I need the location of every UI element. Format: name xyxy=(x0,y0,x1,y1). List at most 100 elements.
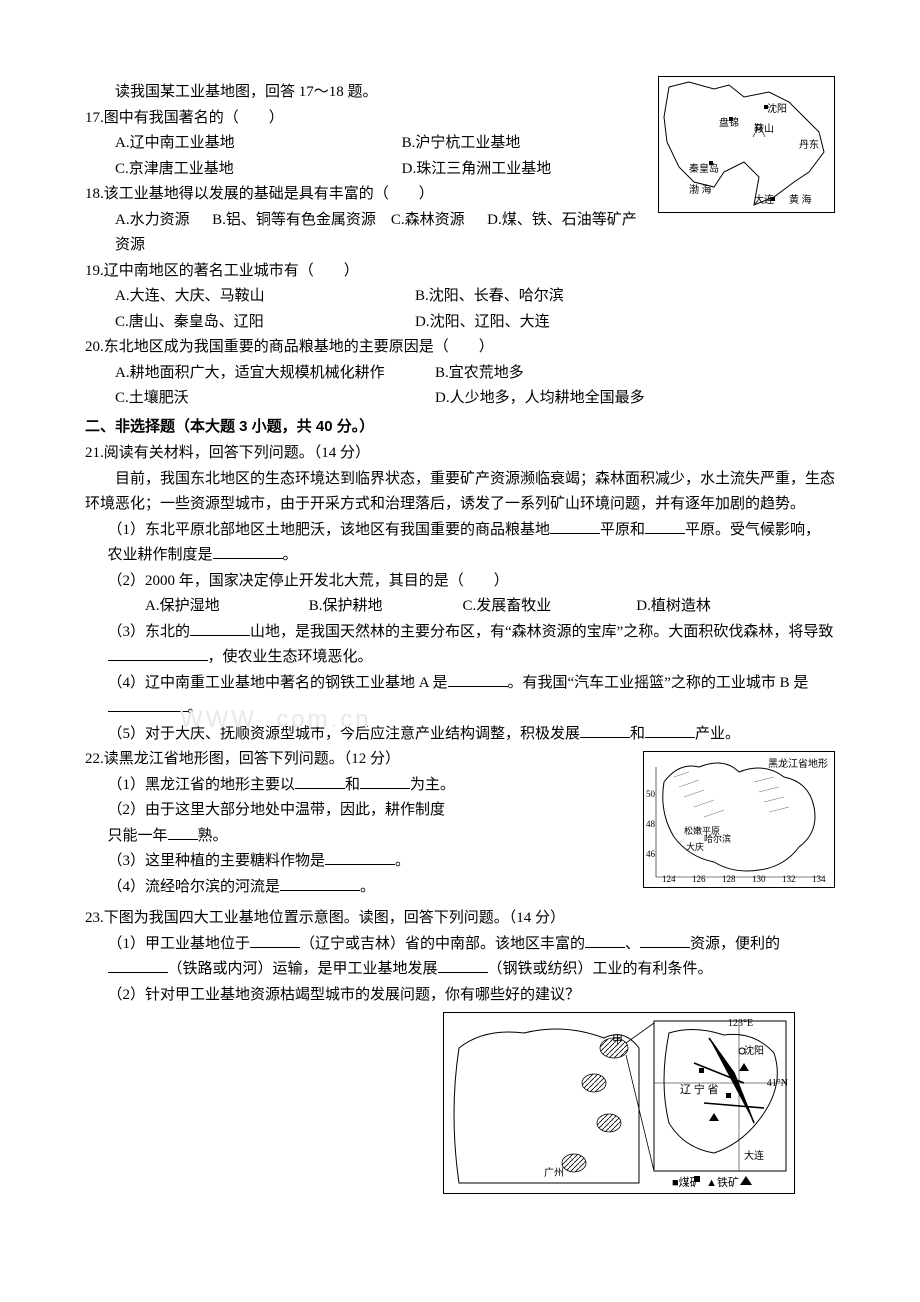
blank[interactable] xyxy=(213,543,283,559)
blank[interactable] xyxy=(295,773,345,789)
q17-b: B.沪宁杭工业基地 xyxy=(402,131,650,157)
q18-a: A.水力资源 xyxy=(115,212,190,228)
q21-3a: （3）东北的 xyxy=(108,624,191,640)
blank[interactable] xyxy=(108,957,168,973)
blank[interactable] xyxy=(438,957,488,973)
blank[interactable] xyxy=(250,932,300,948)
q21-1a: （1）东北平原北部地区土地肥沃，该地区有我国重要的商品粮基地 xyxy=(108,522,551,538)
q19-d: D.沈阳、辽阳、大连 xyxy=(415,310,675,336)
q18-b: B.铝、铜等有色金属资源 xyxy=(212,212,376,228)
map2-songnen: 松嫩平原 xyxy=(684,824,720,839)
q21-4: （4）辽中南重工业基地中著名的钢铁工业基地 A 是。有我国“汽车工业摇篮”之称的… xyxy=(85,671,835,722)
q22-2b: 只能一年 xyxy=(108,828,168,844)
q20-b: B.宜农荒地多 xyxy=(435,361,695,387)
q23-1: （1）甲工业基地位于（辽宁或吉林）省的中南部。该地区丰富的、资源，便利的（铁路或… xyxy=(85,932,835,983)
map1-dandong: 丹东 xyxy=(799,137,819,154)
q21-2a: A.保护湿地 xyxy=(145,594,305,620)
blank[interactable] xyxy=(108,696,188,712)
map1-qinhuangdao: 秦皇岛 xyxy=(689,161,719,178)
blank[interactable] xyxy=(360,773,410,789)
q19-row2: C.唐山、秦皇岛、辽阳 D.沈阳、辽阳、大连 xyxy=(85,310,835,336)
map1-shenyang: 沈阳 xyxy=(767,101,787,118)
q17-d: D.珠江三角洲工业基地 xyxy=(402,157,650,183)
map3-liaoning: 辽 宁 省 xyxy=(680,1081,719,1100)
q22-1a: （1）黑龙江省的地形主要以 xyxy=(108,777,296,793)
map2-y2: 50 xyxy=(646,787,655,802)
q20-c: C.土壤肥沃 xyxy=(115,386,435,412)
q23-2: （2）针对甲工业基地资源枯竭型城市的发展问题，你有哪些好的建议？ xyxy=(85,983,835,1009)
map3-coal: 煤矿 xyxy=(679,1177,701,1189)
q21-3: （3）东北的 山地，是我国天然林的主要分布区，有“森林资源的宝库”之称。大面积砍伐… xyxy=(85,620,835,671)
blank[interactable] xyxy=(585,932,625,948)
blank[interactable] xyxy=(325,849,395,865)
map3-legend: ■煤矿 ▲铁矿 xyxy=(672,1174,739,1193)
blank[interactable] xyxy=(645,518,685,534)
blank[interactable] xyxy=(280,875,360,891)
q21-5b: 和 xyxy=(630,726,645,742)
map2-y1: 48 xyxy=(646,817,655,832)
liaoning-map: 沈阳 盘锦 鞍山 丹东 秦皇岛 渤 海 大连 黄 海 xyxy=(658,76,835,213)
blank[interactable] xyxy=(645,722,695,738)
map2-x0: 124 xyxy=(662,872,676,887)
q18-c: C.森林资源 xyxy=(391,212,465,228)
q19-row1: A.大连、大庆、马鞍山 B.沈阳、长春、哈尔滨 xyxy=(85,284,835,310)
q18-d: D.煤、铁、石油等矿产资源 xyxy=(115,212,637,254)
map3-iron: 铁矿 xyxy=(717,1177,739,1189)
q22-2a: （2）由于这里大部分地处中温带，因此，耕作制度 xyxy=(108,802,446,818)
map3-lat: 41°N xyxy=(767,1075,788,1092)
map2-y0: 46 xyxy=(646,847,655,862)
map1-huanghai: 黄 海 xyxy=(789,192,812,209)
q17-c: C.京津唐工业基地 xyxy=(115,157,402,183)
section2-title: 二、非选择题（本大题 3 小题，共 40 分。） xyxy=(85,414,835,440)
q21-3c: ，使农业生态环境恶化。 xyxy=(208,649,373,665)
q19-c: C.唐山、秦皇岛、辽阳 xyxy=(115,310,415,336)
q20-row2: C.土壤肥沃 D.人少地多，人均耕地全国最多 xyxy=(85,386,835,412)
q23-1b: （辽宁或吉林）省的中南部。该地区丰富的 xyxy=(300,936,585,952)
map3-guangzhou: 广州 xyxy=(544,1165,564,1182)
map2-x1: 126 xyxy=(692,872,706,887)
q19-b: B.沈阳、长春、哈尔滨 xyxy=(415,284,675,310)
q20-d: D.人少地多，人均耕地全国最多 xyxy=(435,386,695,412)
map3-jia: 甲 xyxy=(612,1031,623,1050)
q21-2-opts: A.保护湿地 B.保护耕地 C.发展畜牧业 D.植树造林 xyxy=(85,594,835,620)
blank[interactable] xyxy=(550,518,600,534)
map1-anshan: 鞍山 xyxy=(754,121,774,138)
blank[interactable] xyxy=(448,671,508,687)
q21-1d: 。 xyxy=(283,547,298,563)
blank[interactable] xyxy=(108,645,208,661)
q21-passage: 目前，我国东北地区的生态环境达到临界状态，重要矿产资源濒临衰竭；森林面积减少，水… xyxy=(85,467,835,518)
blank[interactable] xyxy=(580,722,630,738)
map1-dalian: 大连 xyxy=(754,192,774,209)
map3-shenyang: 沈阳 xyxy=(744,1043,764,1060)
q21-1: （1）东北平原北部地区土地肥沃，该地区有我国重要的商品粮基地平原和平原。受气候影… xyxy=(85,518,835,569)
q20-a: A.耕地面积广大，适宜大规模机械化耕作 xyxy=(115,361,435,387)
q19-a: A.大连、大庆、马鞍山 xyxy=(115,284,415,310)
blank[interactable] xyxy=(168,824,198,840)
map2-title: 黑龙江省地形 xyxy=(768,756,828,773)
q21-2c: C.发展畜牧业 xyxy=(463,594,633,620)
q23-1c: 、 xyxy=(625,936,640,952)
q23-stem: 23.下图为我国四大工业基地位置示意图。读图，回答下列问题。（14 分） xyxy=(85,906,835,932)
q22-3b: 。 xyxy=(395,853,410,869)
map2-x2: 128 xyxy=(722,872,736,887)
q22-3a: （3）这里种植的主要糖料作物是 xyxy=(108,853,326,869)
map3-dalian: 大连 xyxy=(744,1148,764,1165)
map3-lon: 123°E xyxy=(728,1015,753,1032)
q22-1c: 为主。 xyxy=(410,777,455,793)
map2-x4: 132 xyxy=(782,872,796,887)
q21-2d: D.植树造林 xyxy=(636,594,711,620)
q23-1a: （1）甲工业基地位于 xyxy=(108,936,251,952)
q22-4a: （4）流经哈尔滨的河流是 xyxy=(108,879,281,895)
q21-5: （5）对于大庆、抚顺资源型城市，今后应注意产业结构调整，积极发展和产业。 xyxy=(85,722,835,748)
q21-2: （2）2000 年，国家决定停止开发北大荒，其目的是（ ） xyxy=(85,569,835,595)
q23-1f: （钢铁或纺织）工业的有利条件。 xyxy=(488,961,713,977)
q20-row1: A.耕地面积广大，适宜大规模机械化耕作 B.宜农荒地多 xyxy=(85,361,835,387)
q19-stem: 19.辽中南地区的著名工业城市有（ ） xyxy=(85,259,835,285)
map1-bohai: 渤 海 xyxy=(689,182,712,199)
q21-3b: 山地，是我国天然林的主要分布区，有“森林资源的宝库”之称。大面积砍伐森林，将导致 xyxy=(250,624,833,640)
heilongjiang-map: 黑龙江省地形 哈尔滨 松嫩平原 大庆 124 126 128 130 132 1… xyxy=(643,751,835,888)
map1-panjin: 盘锦 xyxy=(719,115,739,132)
q23-1e: （铁路或内河）运输，是甲工业基地发展 xyxy=(168,961,438,977)
blank[interactable] xyxy=(640,932,690,948)
blank[interactable] xyxy=(190,620,250,636)
